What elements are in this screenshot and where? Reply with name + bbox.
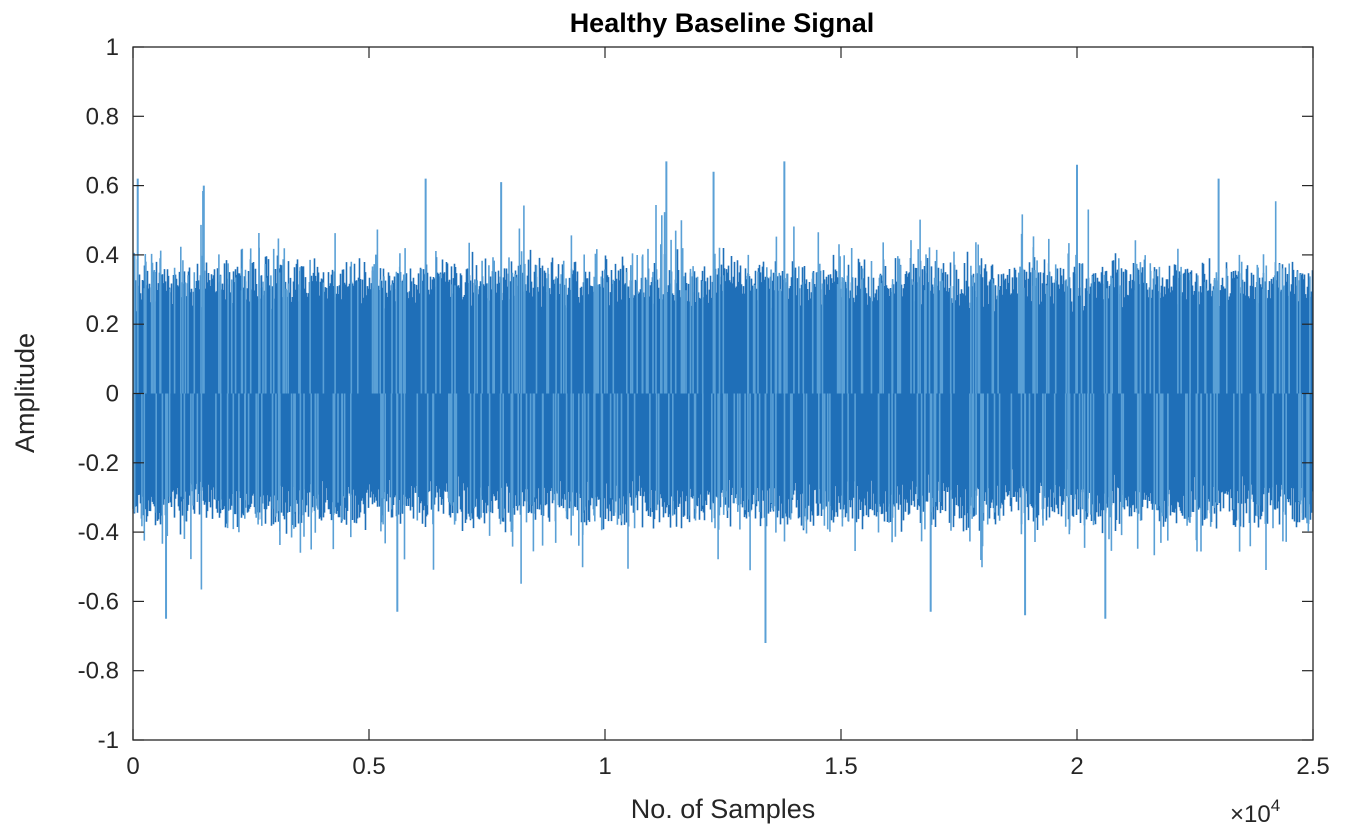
x-tick-label: 1.5 [824, 753, 857, 780]
y-tick-label: -1 [98, 727, 119, 754]
y-tick-label: -0.6 [78, 588, 119, 615]
x-tick-label: 2.5 [1296, 753, 1329, 780]
x-axis-label: No. of Samples [631, 794, 816, 824]
y-tick-label: -0.8 [78, 658, 119, 685]
signal-series [132, 161, 1314, 643]
y-axis-label: Amplitude [10, 333, 40, 453]
y-tick-label: 0.8 [86, 103, 119, 130]
x-tick-label: 0.5 [352, 753, 385, 780]
x-axis-exponent-power: 4 [1271, 796, 1280, 815]
x-tick-labels: 0 0.5 1 1.5 2 2.5 [126, 753, 1329, 780]
x-tick-label: 0 [126, 753, 139, 780]
chart-title: Healthy Baseline Signal [570, 8, 875, 38]
y-tick-label: 1 [106, 34, 119, 61]
y-tick-label: -0.2 [78, 450, 119, 477]
x-tick-label: 2 [1070, 753, 1083, 780]
x-tick-label: 1 [598, 753, 611, 780]
y-tick-label: 0.6 [86, 173, 119, 200]
y-tick-label: 0 [106, 381, 119, 408]
x-axis-exponent: ×104 [1230, 796, 1280, 826]
axis-ticks [132, 46, 1314, 741]
y-tick-label: 0.4 [86, 242, 119, 269]
y-tick-label: -0.4 [78, 519, 119, 546]
y-tick-label: 0.2 [86, 311, 119, 338]
signal-spikes [132, 191, 1311, 590]
y-tick-labels: -1 -0.8 -0.6 -0.4 -0.2 0 0.2 0.4 0.6 0.8 1 [78, 34, 119, 754]
